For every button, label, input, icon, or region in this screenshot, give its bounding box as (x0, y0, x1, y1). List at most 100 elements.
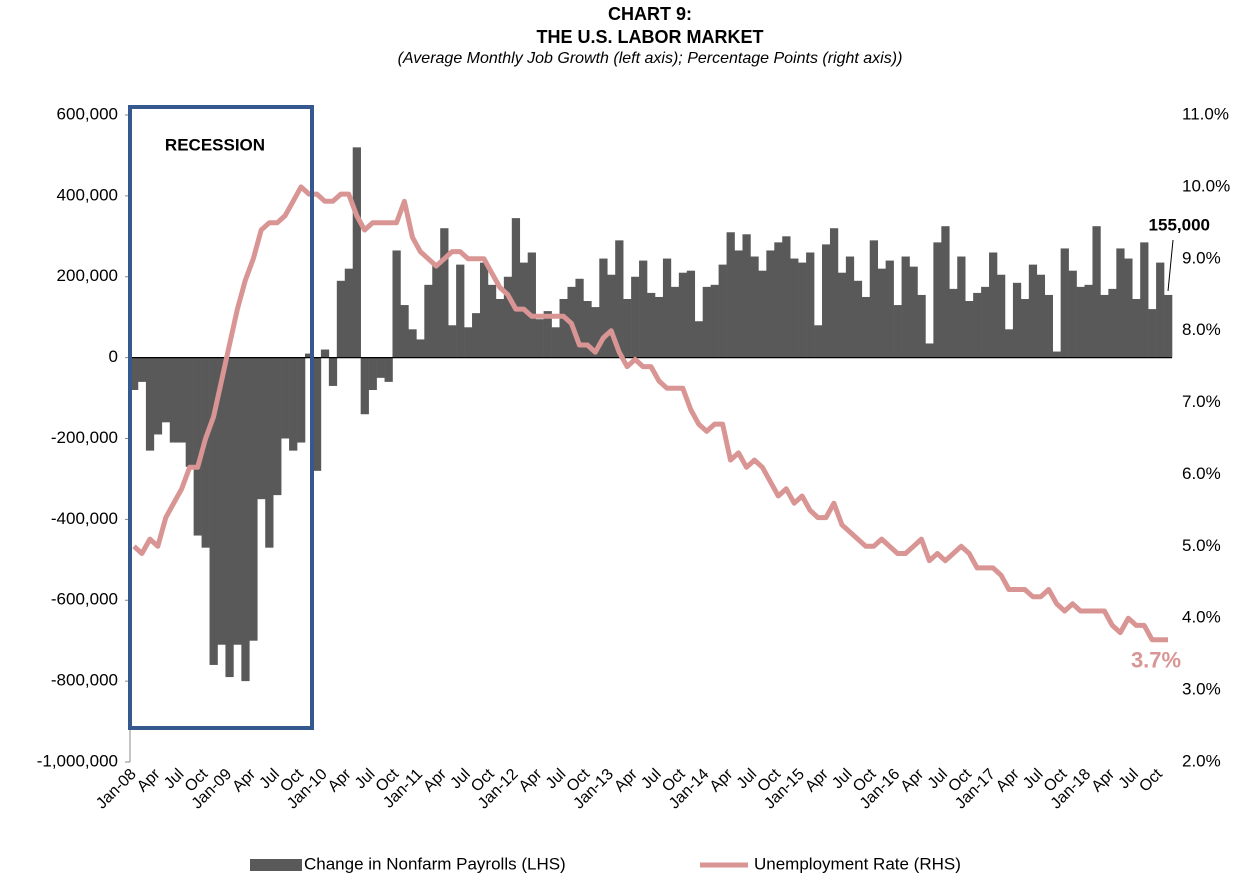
bar (527, 252, 536, 358)
bar (416, 339, 425, 358)
x-tick-label: Apr (229, 765, 259, 795)
bar (487, 284, 497, 358)
bar (702, 286, 711, 358)
y-tick-label: -800,000 (51, 671, 118, 690)
x-tick-label: Jul (161, 766, 187, 792)
y-tick-label: 200,000 (57, 266, 118, 285)
bar (1076, 286, 1085, 358)
bar (845, 256, 855, 358)
bar (575, 278, 584, 358)
bar (464, 327, 473, 358)
bar (201, 357, 210, 548)
y2-tick-label: 7.0% (1182, 392, 1221, 411)
bar (145, 357, 155, 451)
bar (392, 250, 401, 358)
bar (694, 321, 704, 358)
x-tick-label: Apr (1089, 765, 1119, 795)
bar (130, 357, 139, 390)
bar (917, 294, 926, 358)
x-tick-label: Apr (325, 765, 355, 795)
plot: -1,000,000 -800,000 -600,000 -400,000 -200,0… (37, 104, 1231, 812)
x-tick-label: Jul (256, 766, 282, 792)
bar (336, 280, 346, 358)
bar (495, 298, 505, 358)
bar (440, 228, 449, 358)
x-tick-label: Apr (898, 765, 928, 795)
bar (925, 343, 934, 358)
bar (965, 301, 974, 358)
bar (1100, 294, 1109, 358)
bar (273, 357, 282, 496)
bar (304, 353, 314, 358)
bar (479, 262, 489, 358)
bar (583, 301, 592, 358)
y-tick-label: 600,000 (57, 104, 118, 123)
y2-tick-label: 4.0% (1182, 608, 1221, 627)
bar (511, 218, 521, 358)
bar (217, 357, 226, 645)
bar (1060, 248, 1069, 358)
x-tick-label: Jul (829, 766, 855, 792)
bar (782, 236, 791, 358)
y-tick-label: 400,000 (57, 185, 118, 204)
bar (281, 357, 290, 439)
y2-tick-label: 2.0% (1182, 751, 1221, 770)
bar (742, 234, 751, 358)
bar (233, 357, 242, 645)
bar (503, 276, 513, 358)
bar (241, 357, 250, 682)
bar (750, 256, 759, 358)
bar (662, 258, 672, 358)
bar (973, 292, 982, 358)
bar (861, 296, 871, 358)
recession-box (128, 105, 314, 730)
y-tick-label: -400,000 (51, 509, 118, 528)
bar (543, 311, 552, 358)
bar (989, 252, 998, 358)
bar (312, 357, 322, 471)
bar (1140, 242, 1149, 358)
bar (185, 357, 194, 467)
bar (368, 357, 377, 390)
bar (1092, 226, 1101, 358)
bar (153, 357, 163, 435)
bar (822, 244, 831, 358)
bar (249, 357, 258, 641)
x-tick-label: Jul (638, 766, 664, 792)
bar (949, 288, 958, 358)
bar (177, 357, 186, 443)
bar (1124, 258, 1133, 358)
value-label: 155,000 (1149, 215, 1210, 234)
bar (297, 357, 306, 443)
bar (137, 357, 147, 382)
chart-title: CHART 9: (608, 4, 692, 24)
bar (758, 270, 767, 358)
y2-tick-label: 9.0% (1182, 248, 1221, 267)
bar (432, 262, 441, 358)
x-tick-label: Apr (611, 765, 641, 795)
x-tick-label: Jul (734, 766, 760, 792)
bar (607, 274, 616, 358)
y2-tick-label: 6.0% (1182, 464, 1221, 483)
bar (408, 329, 417, 358)
line (132, 184, 1168, 643)
bar (734, 250, 743, 358)
bar (631, 276, 640, 358)
y2-tick-label: 3.0% (1182, 680, 1221, 699)
y-tick-label: 0 (109, 347, 118, 366)
bar (901, 256, 910, 358)
x-tick-label: Jul (1020, 766, 1046, 792)
x-tick-label: Jul (352, 766, 378, 792)
bar (456, 264, 465, 358)
bar (623, 298, 632, 358)
bar (1132, 298, 1141, 358)
chart-note: (Average Monthly Job Growth (left axis);… (398, 50, 903, 67)
bar (209, 357, 218, 665)
x-tick-label: Apr (516, 765, 546, 795)
bar (472, 313, 481, 358)
bar (169, 357, 179, 443)
bar (869, 240, 878, 358)
label-leader (1167, 239, 1174, 291)
bar (853, 280, 863, 358)
bar (806, 252, 815, 358)
